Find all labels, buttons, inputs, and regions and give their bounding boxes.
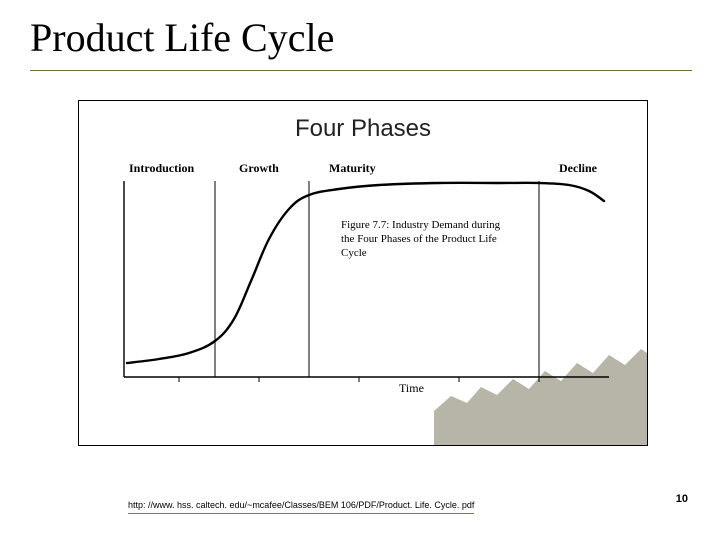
page-number: 10 <box>676 493 688 505</box>
source-citation: http: //www. hss. caltech. edu/~mcafee/C… <box>128 500 474 510</box>
slide-title: Product Life Cycle <box>30 14 334 61</box>
title-underline <box>30 70 692 71</box>
figure-frame: Four Phases Introduction Growth Maturity… <box>78 100 648 446</box>
lifecycle-chart <box>79 101 647 445</box>
slide-root: Product Life Cycle Four Phases Introduct… <box>0 0 720 540</box>
source-underline <box>128 513 474 514</box>
